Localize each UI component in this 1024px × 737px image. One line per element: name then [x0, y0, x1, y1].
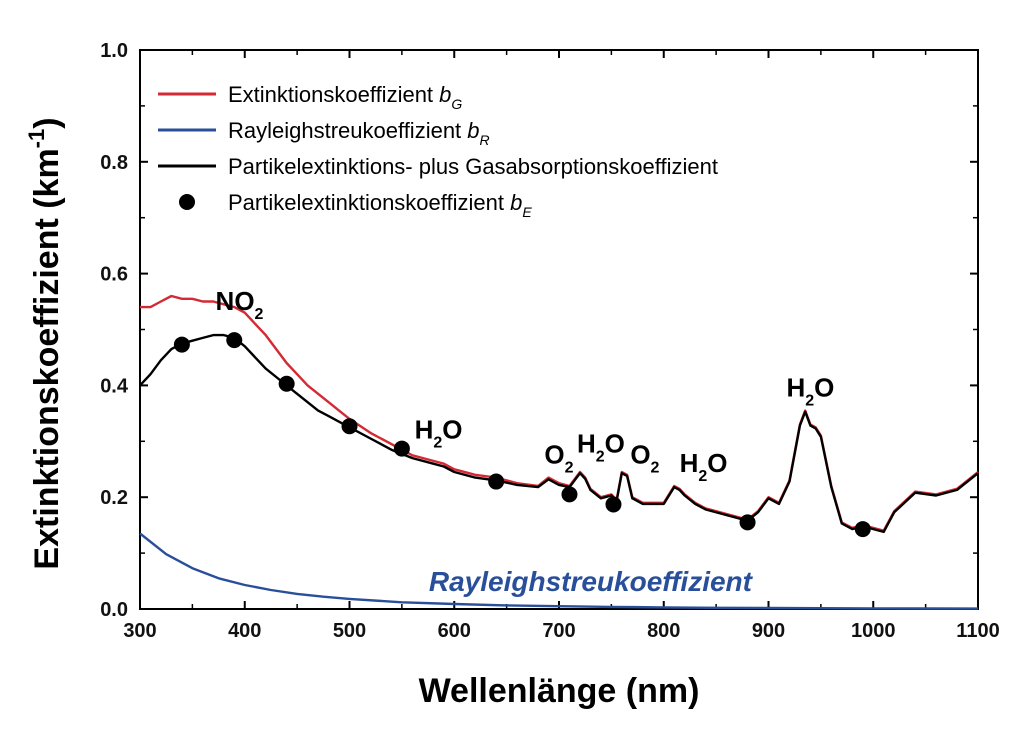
data-point-bE	[488, 473, 505, 490]
gas-annotation-sub: 2	[433, 435, 442, 452]
legend-dot-swatch	[179, 194, 195, 210]
y-axis-title: Extinktionskoeffizient (km-1)	[24, 117, 66, 569]
legend-label-sub: E	[522, 204, 532, 220]
gas-annotation-main: O	[630, 440, 650, 470]
gas-annotation: NO2	[216, 286, 264, 323]
x-tick-label: 800	[647, 620, 680, 642]
data-point-bE	[561, 486, 578, 503]
legend-label-var: b	[510, 190, 522, 215]
legend-label-sub: R	[480, 132, 490, 148]
gas-annotation-sub: 2	[565, 460, 574, 477]
x-tick-label: 300	[123, 620, 156, 642]
legend-label-text: Partikelextinktionskoeffizient	[228, 190, 510, 215]
data-point-bE	[605, 496, 622, 513]
gas-annotation: H2O	[786, 373, 834, 410]
legend-label: Extinktionskoeffizient bG	[228, 82, 462, 112]
gas-annotation-main: O	[544, 440, 564, 470]
legend-label-text: Extinktionskoeffizient	[228, 82, 439, 107]
legend-label: Rayleighstreukoeffizient bR	[228, 118, 490, 148]
gas-annotation-main: NO	[216, 286, 255, 316]
gas-annotation-main: H	[577, 428, 596, 458]
legend-label-sub: G	[451, 96, 462, 112]
gas-annotation: H2O	[577, 428, 625, 465]
x-tick-label: 1100	[956, 620, 999, 642]
x-tick-label: 900	[752, 620, 785, 642]
gas-annotation-tail: O	[442, 415, 462, 445]
legend: Extinktionskoeffizient bGRayleighstreuko…	[158, 82, 718, 220]
gas-annotation-sub: 2	[596, 448, 605, 465]
gas-annotation-sub: 2	[255, 306, 264, 323]
gas-annotation-main: H	[415, 415, 434, 445]
points-layer	[173, 332, 871, 538]
gas-annotation-sub: 2	[805, 393, 814, 410]
y-tick-label: 0.4	[100, 375, 129, 397]
series-layer	[139, 294, 979, 610]
gas-annotation-sub: 2	[651, 460, 660, 477]
rayleigh-series-label: Rayleighstreukoeffizient	[429, 566, 754, 597]
data-point-bE	[173, 336, 190, 353]
gas-annotation: O2	[544, 440, 573, 477]
data-point-bE	[854, 521, 871, 538]
x-tick-label: 400	[228, 620, 261, 642]
x-tick-label: 700	[542, 620, 575, 642]
legend-label-var: b	[467, 118, 479, 143]
y-tick-label: 0.0	[100, 599, 128, 621]
x-tick-label: 500	[333, 620, 366, 642]
x-axis-title: Wellenlänge (nm)	[419, 672, 700, 710]
gas-annotation-tail: O	[605, 428, 625, 458]
y-tick-label: 1.0	[100, 40, 128, 62]
gas-annotation-tail: O	[707, 448, 727, 478]
data-point-bE	[226, 332, 243, 349]
data-point-bE	[341, 418, 358, 435]
gas-annotation: O2	[630, 440, 659, 477]
y-axis-title-main: Extinktionskoeffizient (km	[28, 148, 66, 569]
gas-annotation-main: H	[680, 448, 699, 478]
legend-label: Partikelextinktionskoeffizient bE	[228, 190, 532, 220]
data-point-bE	[739, 514, 756, 531]
legend-label-text: Partikelextinktions- plus Gasabsorptions…	[228, 154, 718, 179]
series-line-bG	[140, 294, 979, 532]
legend-label-var: b	[439, 82, 451, 107]
x-tick-label: 1000	[851, 620, 896, 642]
y-axis-title-sup: -1	[24, 129, 49, 149]
gas-annotation: H2O	[680, 448, 728, 485]
series-line-bR	[139, 532, 979, 610]
legend-label-text: Rayleighstreukoeffizient	[228, 118, 467, 143]
gas-annotation-main: H	[786, 373, 805, 403]
gas-annotation-tail: O	[814, 373, 834, 403]
gas-annotation-sub: 2	[698, 468, 707, 485]
y-tick-label: 0.6	[100, 264, 128, 286]
y-tick-label: 0.8	[100, 152, 128, 174]
gas-annotation: H2O	[415, 415, 463, 452]
series-line-particle_gas	[139, 333, 979, 534]
y-axis-title-close: )	[28, 117, 66, 128]
data-point-bE	[393, 440, 410, 457]
x-tick-label: 600	[438, 620, 471, 642]
legend-label: Partikelextinktions- plus Gasabsorptions…	[228, 154, 718, 179]
y-tick-label: 0.2	[100, 487, 128, 509]
data-point-bE	[278, 375, 295, 392]
